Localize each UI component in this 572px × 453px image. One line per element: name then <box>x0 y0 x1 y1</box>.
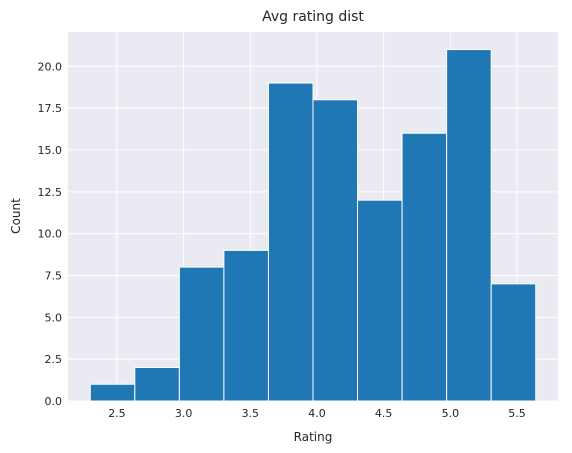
histogram-bar <box>490 283 537 402</box>
histogram-bar <box>446 49 492 402</box>
y-tick-label: 7.5 <box>45 269 63 282</box>
x-tick-label: 5.5 <box>508 407 526 420</box>
histogram-bar <box>178 266 225 402</box>
x-tick-label: 5.0 <box>442 407 460 420</box>
x-axis-label: Rating <box>294 430 333 444</box>
histogram-bar <box>401 132 448 402</box>
y-tick-label: 15.0 <box>38 144 63 157</box>
y-tick-labels: 0.0 2.5 5.0 7.5 10.0 12.5 15.0 17.5 20.0 <box>38 60 63 408</box>
y-tick-label: 12.5 <box>38 186 63 199</box>
histogram-bar <box>134 367 180 402</box>
y-tick-label: 10.0 <box>38 228 63 241</box>
y-tick-label: 20.0 <box>38 60 63 73</box>
x-tick-labels: 2.5 3.0 3.5 4.0 4.5 5.0 5.5 <box>108 407 526 420</box>
histogram-bar <box>357 199 403 402</box>
y-axis-label: Count <box>9 198 23 234</box>
y-tick-label: 5.0 <box>45 311 63 324</box>
x-tick-label: 4.5 <box>375 407 393 420</box>
histogram-bar <box>267 82 314 402</box>
x-tick-label: 4.0 <box>308 407 326 420</box>
x-tick-label: 3.5 <box>242 407 260 420</box>
chart-title: Avg rating dist <box>262 9 364 25</box>
y-tick-label: 2.5 <box>45 353 63 366</box>
histogram-bar <box>223 249 269 402</box>
bars <box>89 49 537 402</box>
x-tick-label: 3.0 <box>175 407 193 420</box>
histogram-bar <box>89 383 136 402</box>
histogram-bar <box>312 99 359 402</box>
y-tick-label: 0.0 <box>45 395 63 408</box>
x-tick-label: 2.5 <box>108 407 126 420</box>
y-tick-label: 17.5 <box>38 102 63 115</box>
